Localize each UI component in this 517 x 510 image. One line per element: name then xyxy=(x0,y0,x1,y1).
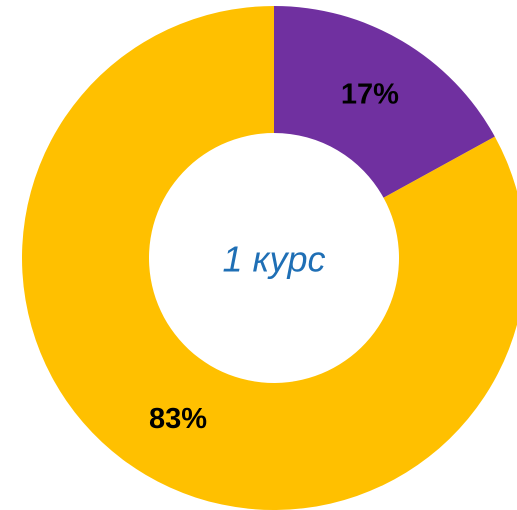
value-label: 83% xyxy=(149,403,207,435)
slices xyxy=(22,6,517,510)
value-label: 17% xyxy=(341,78,399,110)
slice xyxy=(274,6,495,198)
slice xyxy=(22,6,517,510)
center-label: 1 курс xyxy=(222,239,325,280)
